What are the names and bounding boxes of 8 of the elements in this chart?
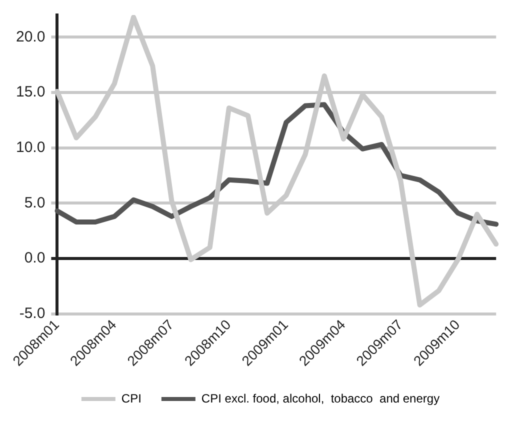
y-tick-label: 10.0 <box>16 138 46 156</box>
y-tick-label: 15.0 <box>16 84 46 101</box>
legend-label: CPI <box>121 391 142 406</box>
y-tick-label: 5.0 <box>24 194 46 212</box>
y-tick-label: -5.0 <box>19 304 46 322</box>
y-tick-label: 20.0 <box>16 28 46 46</box>
y-tick-label: 0.0 <box>24 250 46 267</box>
legend-label: CPI excl. food, alcohol, tobacco and energy <box>201 391 440 406</box>
